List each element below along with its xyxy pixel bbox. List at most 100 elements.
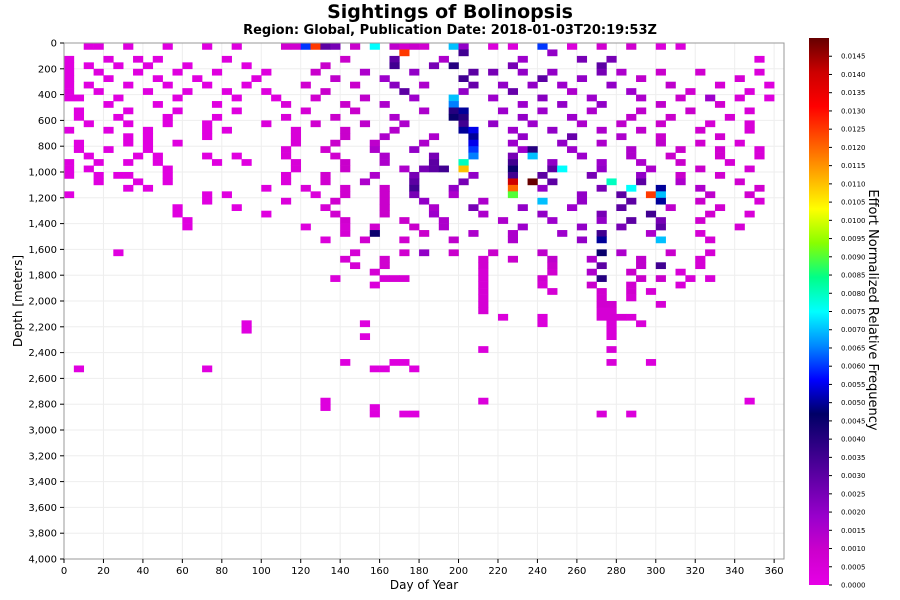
- x-tick-label: 280: [607, 566, 626, 577]
- heatmap-cell: [596, 230, 607, 237]
- heatmap-cell: [113, 94, 124, 102]
- heatmap-cell: [320, 62, 331, 70]
- heatmap-cell: [379, 101, 390, 108]
- heatmap-cell: [419, 230, 430, 237]
- heatmap-cell: [330, 152, 341, 160]
- heatmap-cell: [340, 133, 351, 141]
- colorbar-tick-label: 0.0080: [841, 290, 866, 298]
- heatmap-cell: [300, 223, 311, 231]
- colorbar-tick-label: 0.0085: [841, 272, 866, 280]
- x-tick-label: 220: [488, 566, 507, 577]
- heatmap-cell: [123, 139, 134, 147]
- heatmap-cell: [478, 268, 489, 276]
- y-tick-label: 3,000: [28, 426, 57, 437]
- colorbar-tick-label: 0.0045: [841, 417, 866, 425]
- y-axis: 0 200 400 600 800 1,000 1,200 1,400 1,600 1,800 2,…: [28, 39, 64, 566]
- heatmap-cell: [280, 43, 292, 50]
- heatmap-cell: [626, 313, 637, 321]
- heatmap-cell: [448, 62, 459, 70]
- heatmap-cell: [458, 120, 469, 128]
- colorbar-tick-label: 0.0030: [841, 472, 866, 480]
- colorbar-tick-label: 0.0000: [841, 582, 866, 590]
- heatmap-cell: [379, 197, 390, 205]
- heatmap-cell: [764, 94, 775, 102]
- heatmap-cell: [517, 55, 528, 63]
- heatmap-cell: [389, 126, 400, 134]
- heatmap-cell: [350, 107, 361, 115]
- heatmap-cell: [162, 81, 173, 89]
- heatmap-cell: [172, 107, 183, 115]
- heatmap-cell: [93, 172, 104, 179]
- heatmap-cell: [655, 301, 666, 308]
- heatmap-cell: [665, 204, 676, 211]
- heatmap-cell: [596, 313, 607, 321]
- heatmap-cell: [142, 88, 154, 95]
- heatmap-cell: [162, 113, 173, 121]
- heatmap-cell: [399, 217, 410, 224]
- heatmap-cell: [695, 230, 706, 237]
- heatmap-cell: [152, 152, 163, 160]
- heatmap-cell: [724, 159, 735, 166]
- heatmap-cell: [211, 68, 223, 76]
- heatmap-cell: [507, 152, 518, 160]
- heatmap-cell: [705, 210, 716, 218]
- heatmap-cell: [64, 81, 75, 89]
- colorbar-tick-label: 0.0125: [841, 126, 866, 134]
- heatmap-cell: [507, 139, 518, 147]
- heatmap-cell: [547, 262, 558, 270]
- colorbar-tick-label: 0.0015: [841, 527, 866, 535]
- heatmap-cell: [320, 43, 331, 50]
- heatmap-cell: [695, 217, 706, 224]
- heatmap-cell: [596, 62, 607, 70]
- heatmap-cell: [300, 43, 311, 50]
- heatmap-cell: [705, 191, 716, 199]
- heatmap-cell: [567, 146, 578, 153]
- heatmap-cell: [428, 62, 440, 70]
- x-tick-label: 300: [646, 566, 665, 577]
- heatmap-cell: [626, 268, 637, 276]
- heatmap-cell: [241, 81, 252, 89]
- heatmap-cell: [675, 43, 686, 50]
- heatmap-cell: [369, 139, 380, 147]
- heatmap-cell: [300, 184, 311, 192]
- heatmap-cell: [636, 178, 647, 186]
- heatmap-cell: [399, 236, 410, 244]
- heatmap-cell: [359, 120, 371, 128]
- heatmap-cell: [537, 75, 548, 82]
- heatmap-cell: [567, 113, 578, 121]
- heatmap-cell: [478, 307, 489, 315]
- heatmap-cell: [596, 249, 607, 257]
- heatmap-cell: [438, 55, 449, 63]
- heatmap-cell: [241, 320, 252, 328]
- heatmap-cell: [123, 184, 134, 192]
- y-axis-label: Depth [meters]: [11, 255, 25, 347]
- heatmap-cell: [596, 159, 607, 166]
- heatmap-cell: [714, 172, 726, 179]
- heatmap-cell: [675, 172, 686, 179]
- heatmap-cell: [507, 184, 518, 192]
- heatmap-cell: [527, 152, 538, 160]
- heatmap-cell: [399, 43, 410, 50]
- heatmap-cell: [251, 75, 262, 82]
- heatmap-cell: [330, 210, 341, 218]
- heatmap-cell: [438, 217, 449, 224]
- x-tick-label: 180: [410, 566, 429, 577]
- colorbar-tick-label: 0.0115: [841, 162, 866, 170]
- heatmap-cell: [369, 172, 380, 179]
- heatmap-cell: [221, 126, 232, 134]
- heatmap-cell: [419, 81, 430, 89]
- heatmap-cell: [537, 313, 548, 321]
- heatmap-cell: [152, 101, 163, 108]
- heatmap-cell: [547, 217, 558, 224]
- heatmap-cell: [557, 165, 568, 173]
- heatmap-cell: [123, 107, 134, 115]
- heatmap-cell: [724, 113, 735, 121]
- heatmap-cell: [547, 165, 558, 173]
- heatmap-cell: [616, 313, 627, 321]
- heatmap-cell: [606, 359, 617, 366]
- heatmap-cell: [202, 81, 213, 89]
- x-tick-label: 20: [97, 566, 110, 577]
- heatmap-cell: [695, 197, 706, 205]
- heatmap-cell: [369, 268, 380, 276]
- heatmap-cell: [596, 301, 607, 308]
